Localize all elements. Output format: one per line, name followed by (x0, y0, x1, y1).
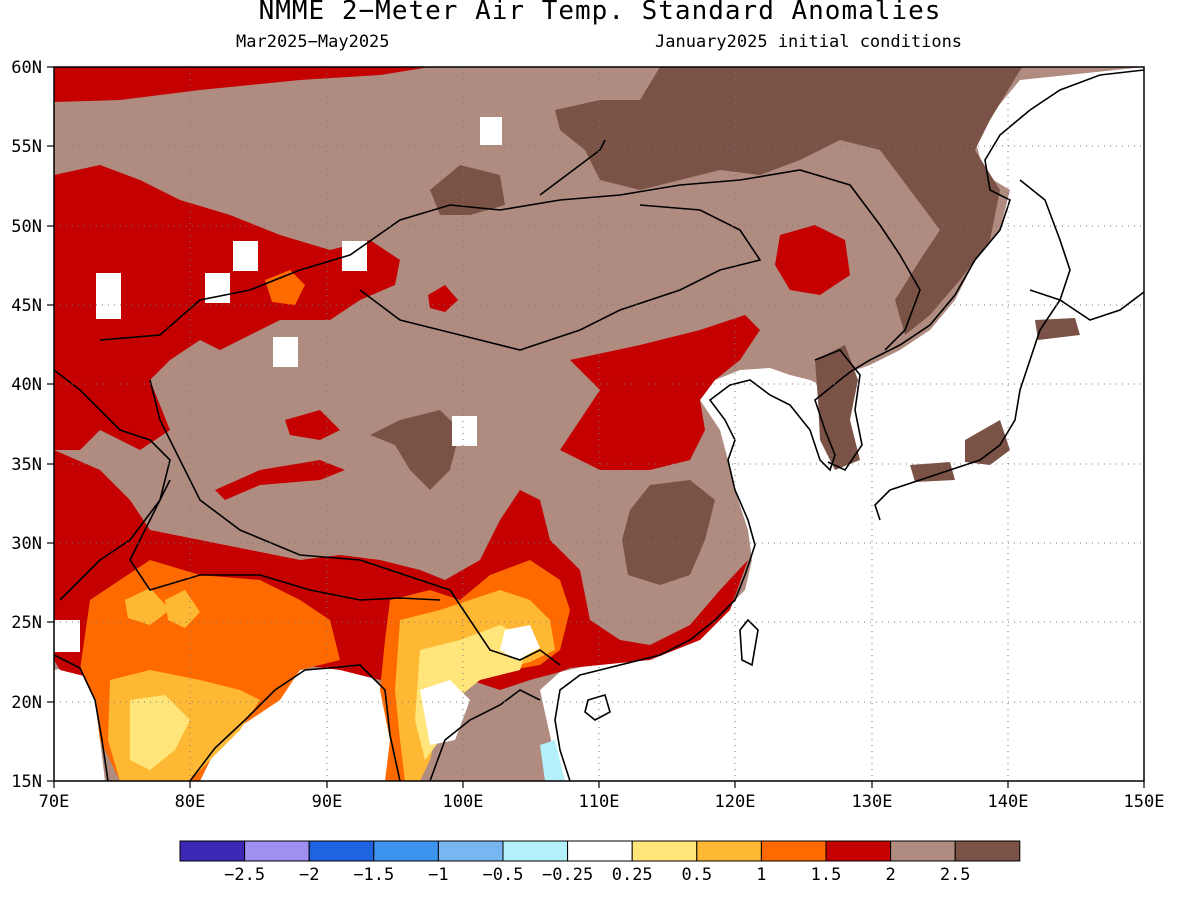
lon-label-140e: 140E (988, 792, 1029, 812)
colorbar-swatch (373, 840, 439, 862)
map-title: NMME 2−Meter Air Temp. Standard Anomalie… (258, 0, 942, 26)
coastline-japan (874, 179, 1071, 521)
anomaly-light-orange-tibet-south (125, 588, 170, 625)
coastlines (54, 69, 1144, 781)
border-himalaya (129, 479, 441, 601)
nodata-square-issyk (273, 337, 298, 367)
colorbar-label: −1.5 (353, 865, 394, 885)
colorbar-label: 0.5 (681, 865, 712, 885)
lat-label-50n: 50N (11, 217, 42, 237)
anomaly-red-kazakhstan (54, 165, 400, 450)
anomaly-dark-central-china (622, 480, 715, 585)
tick-marks (47, 66, 1145, 788)
lat-label-30n: 30N (11, 534, 42, 554)
coastline-india (54, 654, 109, 781)
border-russia-china (99, 169, 921, 351)
colorbar-label: −0.5 (483, 865, 524, 885)
colorbar-swatch (244, 840, 310, 862)
lon-label-100e: 100E (443, 792, 484, 812)
initial-conditions: January2025 initial conditions (655, 32, 963, 52)
lon-label-110e: 110E (579, 792, 620, 812)
colorbar-label: 2.5 (940, 865, 971, 885)
lat-label-55n: 55N (11, 137, 42, 157)
colorbar-swatch (567, 840, 633, 862)
colorbar: −2.5 −2 −1.5 −1 −0.5 −0.25 0.25 0.5 1 1.5 2 2.5 (179, 840, 1021, 885)
coastline-indochina (429, 689, 541, 781)
colorbar-label: 0.25 (612, 865, 653, 885)
anomaly-red-west-china (215, 460, 345, 500)
lat-label-45n: 45N (11, 296, 42, 316)
colorbar-swatch (502, 840, 569, 862)
border-west-china (149, 379, 451, 591)
colorbar-swatch (825, 840, 892, 862)
lat-label-25n: 25N (11, 613, 42, 633)
lat-label-35n: 35N (11, 455, 42, 475)
nodata-square-balkhash (233, 241, 258, 271)
ocean-bay-of-bengal (200, 665, 410, 781)
colorbar-swatch (631, 840, 698, 862)
colorbar-swatch (179, 840, 246, 862)
border-southeast-asia (449, 589, 561, 666)
anomaly-light-orange-nepal (165, 590, 200, 628)
coastline-hokkaido (1029, 289, 1144, 321)
lon-label-70e: 70E (39, 792, 70, 812)
colorbar-label: 2 (885, 865, 895, 885)
coastline-korea (814, 349, 863, 472)
gridlines (54, 67, 1144, 781)
colorbar-swatch (696, 840, 762, 862)
anomaly-dark-tibet (370, 410, 460, 490)
lon-labels: 70E 80E 90E 100E 110E 120E 130E 140E 150… (39, 792, 1165, 812)
lat-label-15n: 15N (11, 772, 42, 792)
nodata-square-india-west (54, 620, 80, 652)
coastline-taiwan (739, 618, 759, 667)
colorbar-label: −2.5 (224, 865, 265, 885)
lat-labels: 15N 20N 25N 30N 35N 40N 45N 50N 55N 60N (11, 58, 42, 792)
anomaly-orange-altai-spot (265, 270, 305, 305)
anomaly-dark-northeast (555, 67, 1022, 335)
border-central-asia (54, 369, 171, 601)
lat-label-20n: 20N (11, 693, 42, 713)
anomaly-red-mongolia-east (775, 225, 850, 295)
coastline-lake-baikal (539, 139, 606, 196)
colorbar-swatch (890, 840, 956, 862)
coastline-bay-of-bengal (189, 664, 401, 781)
colorbar-label: −0.25 (542, 865, 593, 885)
nodata-square-kazakh (96, 273, 121, 319)
anomaly-neutral-thailand (420, 680, 470, 745)
coastline-hainan (584, 694, 611, 721)
nodata-square-qinghai (452, 416, 477, 446)
lon-label-90e: 90E (312, 792, 343, 812)
lon-label-120e: 120E (715, 792, 756, 812)
colorbar-label: −1 (428, 865, 448, 885)
anomaly-red-north-edge (54, 67, 430, 102)
lat-label-60n: 60N (11, 58, 42, 78)
colorbar-label: 1.5 (811, 865, 842, 885)
colorbar-swatch (760, 840, 827, 862)
anomaly-dark-mongolia-north (430, 165, 505, 215)
lon-label-80e: 80E (175, 792, 206, 812)
colorbar-label: 1 (756, 865, 766, 885)
colorbar-swatch (954, 840, 1021, 862)
anomaly-dark-honshu (965, 420, 1010, 465)
anomaly-dark-kyushu (910, 462, 955, 482)
lon-label-150e: 150E (1124, 792, 1165, 812)
lon-label-130e: 130E (852, 792, 893, 812)
colorbar-label: −2 (299, 865, 319, 885)
anomaly-yellow-india (130, 695, 190, 770)
anomaly-red-east-china (560, 315, 760, 470)
anomaly-red-central-asia (285, 410, 340, 440)
coastline-east-asia (554, 69, 1144, 781)
lat-label-40n: 40N (11, 375, 42, 395)
anomaly-dark-korea (815, 345, 860, 470)
colorbar-swatch (437, 840, 504, 862)
anomaly-dark-japan-north (1035, 318, 1080, 340)
colorbar-swatch (308, 840, 375, 862)
anomaly-cyan-vietnam (540, 740, 565, 781)
anomaly-neutral-laos (500, 625, 540, 660)
nodata-square-baikal (480, 117, 502, 145)
forecast-period: Mar2025−May2025 (236, 32, 390, 52)
anomaly-shading (54, 67, 1144, 781)
border-mongolia (359, 204, 762, 351)
